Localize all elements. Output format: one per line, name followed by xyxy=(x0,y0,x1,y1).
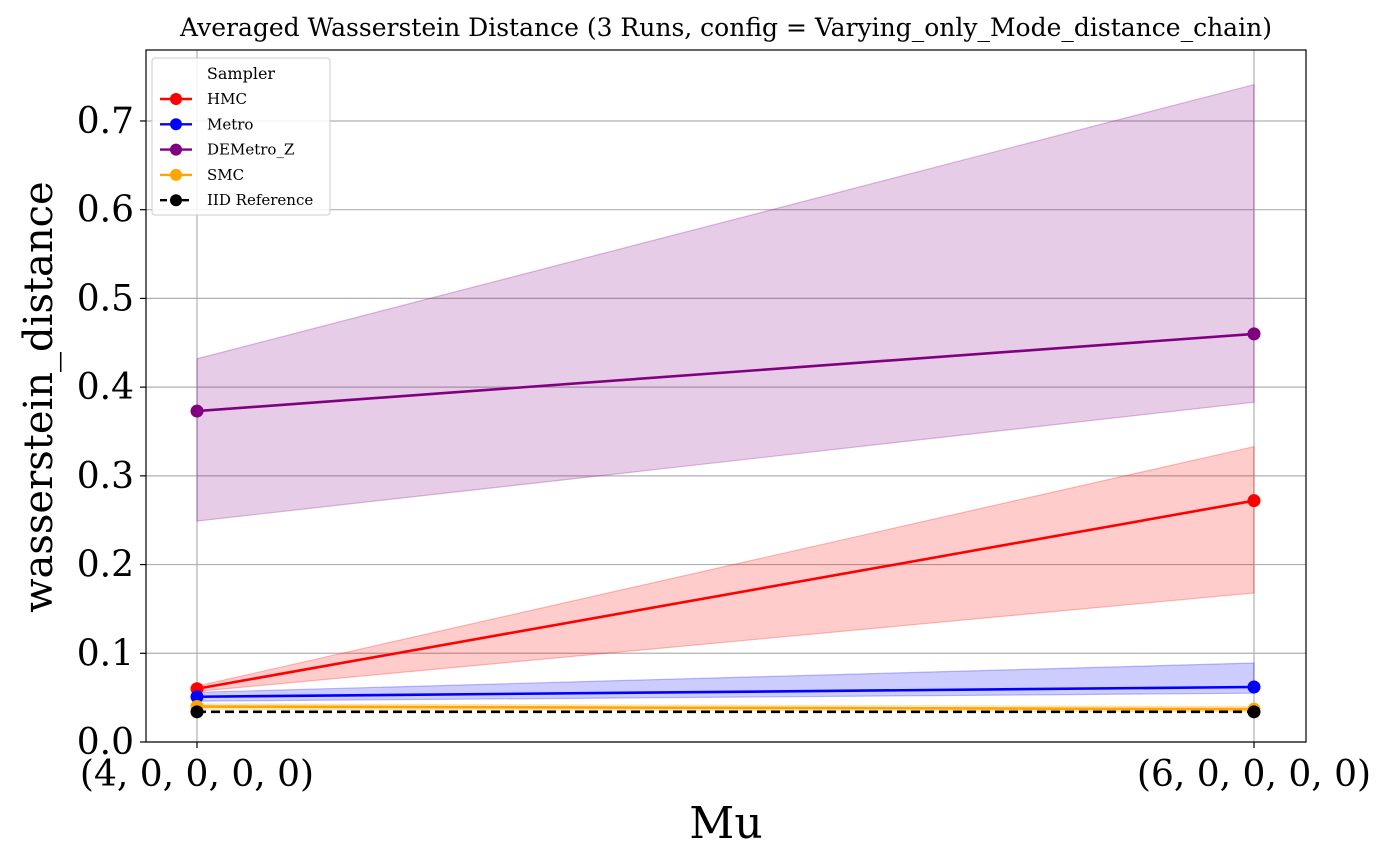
legend-label-smc: SMC xyxy=(207,166,244,184)
y-tick-label: 0.2 xyxy=(77,545,134,586)
point-metro xyxy=(190,690,204,704)
legend-marker-demetro-z xyxy=(170,143,182,156)
legend-title: Sampler xyxy=(207,64,276,83)
point-metro xyxy=(1247,680,1261,694)
point-hmc xyxy=(1247,494,1261,508)
legend: Sampler HMC Metro DEMetro_Z SMC IID Referenc… xyxy=(151,57,331,216)
y-tick-label: 0.0 xyxy=(77,722,134,763)
point-iid-reference xyxy=(1247,705,1261,719)
line-smc xyxy=(196,705,1255,711)
point-demetro-z xyxy=(1247,327,1261,341)
legend-label-metro: Metro xyxy=(207,115,253,133)
line-hmc xyxy=(196,499,1255,691)
chart-title: Averaged Wasserstein Distance (3 Runs, c… xyxy=(179,13,1272,42)
plot-frame xyxy=(145,49,1307,743)
legend-marker-metro xyxy=(170,118,182,131)
legend-entries: HMC Metro DEMetro_Z SMC IID Reference xyxy=(160,90,313,209)
x-axis-label: Mu xyxy=(689,798,762,849)
legend-marker-iid-reference xyxy=(170,194,182,207)
legend-box xyxy=(151,57,331,216)
y-tick-label: 0.1 xyxy=(77,633,134,674)
y-tick-label: 0.3 xyxy=(77,456,134,497)
y-tick-label: 0.7 xyxy=(77,101,134,142)
point-iid-reference xyxy=(190,705,204,719)
legend-marker-smc xyxy=(170,168,182,181)
band-layer xyxy=(196,83,1255,713)
tick-layer: 0.0 0.1 0.2 0.3 0.4 0.5 0.6 0.7 (4, 0, 0, 0, 0) (… xyxy=(77,101,1371,795)
line-demetro-z xyxy=(196,332,1255,413)
legend-marker-hmc xyxy=(170,93,182,105)
y-tick-label: 0.5 xyxy=(77,278,134,319)
y-tick-label: 0.4 xyxy=(77,367,134,408)
marker-layer xyxy=(190,327,1261,719)
legend-label-demetro-z: DEMetro_Z xyxy=(207,141,294,159)
y-axis-label: wasserstein_distance xyxy=(16,181,62,612)
legend-label-iid-reference: IID Reference xyxy=(207,191,313,209)
x-tick-label: (6, 0, 0, 0, 0) xyxy=(1137,754,1371,795)
legend-label-hmc: HMC xyxy=(207,90,247,108)
x-tick-label: (4, 0, 0, 0, 0) xyxy=(80,754,314,795)
band-demetro-z xyxy=(196,83,1255,522)
line-layer xyxy=(196,332,1255,714)
line-metro xyxy=(196,685,1255,699)
point-demetro-z xyxy=(190,404,204,418)
y-tick-label: 0.6 xyxy=(77,190,134,231)
